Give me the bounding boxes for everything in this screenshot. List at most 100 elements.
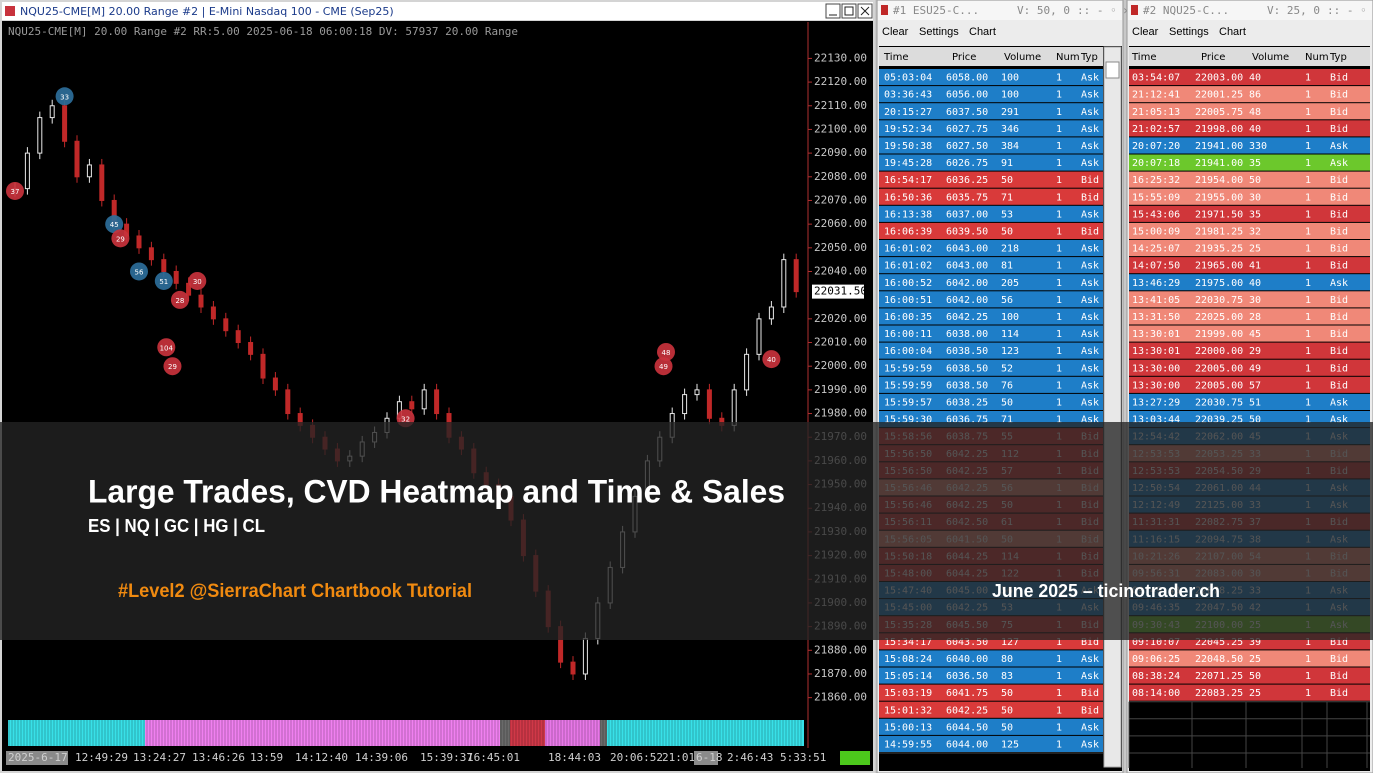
ts-cell: 50: [1001, 705, 1013, 716]
ts-menu-item[interactable]: Clear: [882, 26, 909, 38]
ts-row: [1129, 69, 1370, 86]
candle-body: [744, 353, 750, 391]
ts-cell: 40: [1249, 73, 1261, 84]
ts-cell: 6038.00: [946, 329, 988, 340]
ts-cell: 16:54:17: [884, 175, 932, 186]
ts-cell: 15:00:09: [1132, 226, 1180, 237]
trade-bubble: [6, 181, 24, 200]
trade-bubble-label: 37: [11, 188, 20, 196]
trade-bubble-label: 29: [116, 235, 125, 243]
ts-cell: 15:05:14: [884, 671, 932, 682]
ts-cell: 39: [1249, 637, 1261, 648]
ts-cell: 13:30:00: [1132, 363, 1180, 374]
ts-cell: 22048.50: [1195, 654, 1243, 665]
ts-cell: 1: [1305, 295, 1311, 306]
ts-icon: [1131, 5, 1138, 15]
ts-scroll-thumb[interactable]: [1105, 61, 1120, 79]
ts-cell: 13:30:01: [1132, 346, 1180, 357]
ts-cell: 1: [1056, 671, 1062, 682]
candle-body: [24, 152, 30, 190]
price-tick-label: 22070.00: [814, 193, 867, 206]
candle-body: [409, 401, 415, 410]
candle-body: [223, 318, 229, 332]
ts-cell: 45: [1249, 329, 1261, 340]
ts-row: [1129, 205, 1370, 222]
time-label: 2:46:43: [727, 751, 773, 764]
ts-cell: 384: [1001, 141, 1019, 152]
time-label: 20:06:52: [610, 751, 663, 764]
ts-cell: 127: [1001, 637, 1019, 648]
time-label: 18:44:03: [548, 751, 601, 764]
trade-bubble-label: 32: [401, 415, 410, 423]
ts-cell: 6058.00: [946, 73, 988, 84]
ts-cell: 1: [1305, 637, 1311, 648]
ts-cell: 71: [1001, 192, 1013, 203]
ts-cell: 22001.25: [1195, 90, 1243, 101]
ts-row: [879, 393, 1103, 410]
ts-cell: Ask: [1081, 107, 1099, 118]
candle-body: [74, 140, 80, 178]
ts-cell: 1: [1056, 158, 1062, 169]
ts-menu-item[interactable]: Chart: [1219, 26, 1246, 38]
ts-cell: 15:01:32: [884, 705, 932, 716]
candle-body: [260, 353, 266, 379]
ts-menu-item[interactable]: Chart: [969, 26, 996, 38]
ts-cell: 71: [1001, 415, 1013, 426]
ts-cell: 1: [1056, 722, 1062, 733]
ts-cell: 50: [1001, 226, 1013, 237]
ts-cell: 15:08:24: [884, 654, 932, 665]
time-label: 14:12:40: [295, 751, 348, 764]
ts-cell: Ask: [1081, 90, 1099, 101]
ts-cell: 16:00:35: [884, 312, 932, 323]
ts-cell: 6038.25: [946, 397, 988, 408]
ts-row: [879, 667, 1103, 684]
candle-body: [768, 306, 774, 320]
ts-cell: 1: [1305, 380, 1311, 391]
heatmap-segment: [607, 720, 804, 746]
status-box: [840, 751, 870, 765]
ts-cell: 14:25:07: [1132, 244, 1180, 255]
ts-menu-item[interactable]: Settings: [1169, 26, 1209, 38]
ts-row: [879, 359, 1103, 376]
candle-body: [781, 259, 787, 308]
ts-cell: 40: [1249, 124, 1261, 135]
ts-row: [879, 171, 1103, 188]
ts-cell: Ask: [1081, 415, 1099, 426]
ts-row: [879, 650, 1103, 667]
ts-row: [1129, 240, 1370, 257]
ts-cell: 6026.75: [946, 158, 988, 169]
ts-cell: 52: [1001, 363, 1013, 374]
ts-row: [1129, 650, 1370, 667]
ts-cell: 1: [1056, 73, 1062, 84]
ts-cell: 20:07:20: [1132, 141, 1180, 152]
ts-cell: 6027.50: [946, 141, 988, 152]
ts-scrollbar[interactable]: [1103, 46, 1122, 768]
ts-column-header: Num: [1305, 52, 1329, 63]
ts-row: [879, 274, 1103, 291]
ts-cell: 1: [1305, 688, 1311, 699]
ts-cell: 1: [1305, 209, 1311, 220]
ts-cell: 15:03:19: [884, 688, 932, 699]
candle-body: [173, 270, 179, 284]
ts-cell: 1: [1305, 124, 1311, 135]
minimize-button[interactable]: [825, 3, 841, 19]
ts-cell: 6043.00: [946, 261, 988, 272]
ts-menu-item[interactable]: Settings: [919, 26, 959, 38]
ts-cell: Bid: [1081, 192, 1099, 203]
ts-cell: Bid: [1330, 209, 1348, 220]
time-and-sales: #1 ESU25-C... V: 50, 0:: - ◦ ✕Clear Settin…: [876, 0, 1373, 773]
ts-row: [879, 684, 1103, 701]
ts-cell: 16:13:38: [884, 209, 932, 220]
ts-cell: 1: [1305, 73, 1311, 84]
ts-cell: 1: [1056, 705, 1062, 716]
ts-row: [1129, 154, 1370, 171]
candle-body: [86, 164, 92, 178]
ts-cell: 1: [1056, 312, 1062, 323]
ts-cell: 20:15:27: [884, 107, 932, 118]
ts-cell: Ask: [1081, 346, 1099, 357]
ts-menu-item[interactable]: Clear: [1132, 26, 1159, 38]
maximize-button[interactable]: [841, 3, 857, 19]
ts-cell: 40: [1249, 278, 1261, 289]
ts-cell: 291: [1001, 107, 1019, 118]
ts-cell: 09:10:07: [1132, 637, 1180, 648]
